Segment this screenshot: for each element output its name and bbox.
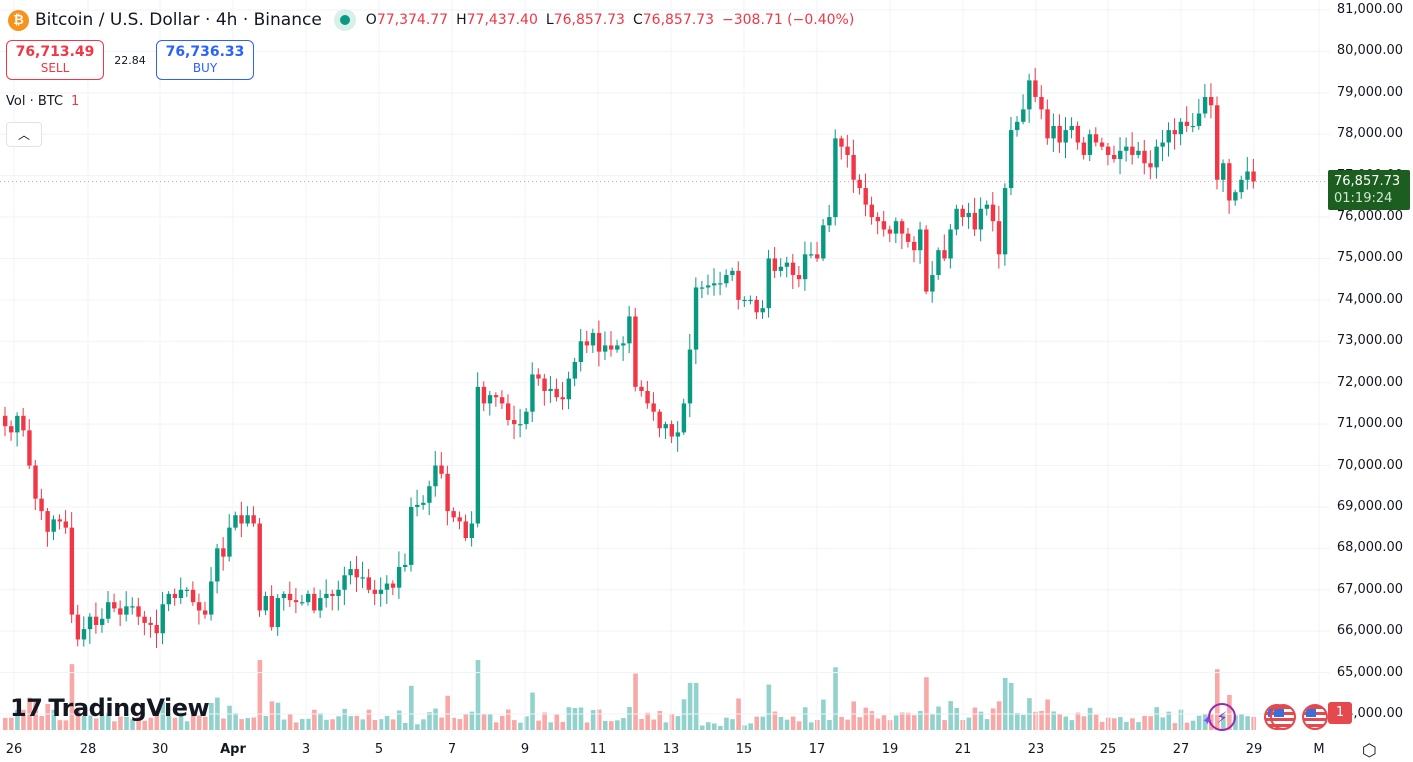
price-axis-label: 71,000.00 [1336,416,1403,432]
time-axis-label: 25 [1099,742,1117,757]
price-axis-label: 64,000.00 [1336,706,1403,721]
ohlc-values: O77,374.77 H77,437.40 L76,857.73 C76,857… [365,12,855,28]
buy-button[interactable]: 76,736.33 BUY [156,40,254,80]
price-axis-label: 70,000.00 [1336,457,1403,473]
price-axis-label: 68,000.00 [1336,540,1403,556]
price-axis-label: 78,000.00 [1336,126,1403,142]
time-axis-label: 23 [1027,742,1045,757]
time-axis-label: 5 [374,742,384,757]
time-axis-label: 29 [1245,742,1263,757]
gear-hexagon-icon[interactable]: ⬡ [1362,741,1377,761]
time-axis-label: 30 [151,742,169,757]
high-value: 77,437.40 [466,12,538,28]
time-axis-label: M [1313,742,1325,757]
symbol-title[interactable]: Bitcoin / U.S. Dollar · 4h · Binance [35,10,322,30]
us-event-flag-icon[interactable] [1302,704,1328,730]
market-status-icon[interactable] [333,9,356,31]
event-count-badge[interactable]: 1 [1328,702,1352,724]
time-axis-label: 9 [520,742,530,757]
time-axis-label: Apr [220,742,246,757]
bitcoin-icon: ₿ [8,9,29,31]
low-value: 76,857.73 [553,12,625,28]
time-axis-label: 28 [79,742,97,757]
time-axis-label: 17 [808,742,826,757]
price-axis-label: 74,000.00 [1336,291,1403,307]
price-axis-label: 80,000.00 [1336,43,1403,59]
time-axis-label: 7 [447,742,457,757]
price-axis-label: 66,000.00 [1336,623,1403,639]
time-axis-label: 19 [881,742,899,757]
time-axis-label: 21 [954,742,972,757]
close-value: 76,857.73 [642,12,715,28]
price-axis-label: 69,000.00 [1336,498,1403,514]
trade-panel: 76,713.49 SELL 22.84 76,736.33 BUY [6,40,254,80]
symbol-legend: ₿ Bitcoin / U.S. Dollar · 4h · Binance O… [8,9,854,31]
spread-value: 22.84 [114,53,146,67]
price-axis-label: 73,000.00 [1336,333,1403,349]
time-axis-label: 13 [662,742,680,757]
sell-button[interactable]: 76,713.49 SELL [6,40,104,80]
sparkle-icon: ✦ [1202,714,1213,729]
price-axis-label: 75,000.00 [1336,250,1403,266]
lightning-event-icon[interactable]: ⚡ [1208,703,1236,731]
price-axis-label: 76,000.00 [1336,209,1403,225]
chevron-up-icon: ︿ [17,128,30,142]
current-price-tag: 76,857.73 01:19:24 [1328,170,1410,210]
time-axis-label: 15 [735,742,753,757]
time-axis-label: 3 [301,742,311,757]
price-axis-label: 81,000.00 [1336,2,1403,17]
price-axis-label: 67,000.00 [1336,581,1403,597]
time-axis-label: 26 [5,742,23,757]
us-event-flag-icon[interactable] [1270,704,1296,730]
tradingview-mark-icon: 17 [10,694,43,722]
volume-legend[interactable]: Vol · BTC 1 [6,94,80,109]
change-value: −308.71 (−0.40%) [722,12,855,28]
time-axis-label: 27 [1172,742,1190,757]
collapse-legend-button[interactable]: ︿ [6,122,42,147]
price-axis-label: 79,000.00 [1336,84,1403,100]
time-axis-label: 11 [589,742,607,757]
price-axis-label: 72,000.00 [1336,374,1403,390]
open-value: 77,374.77 [376,12,449,28]
tradingview-logo[interactable]: 17 TradingView [10,694,210,722]
price-axis-label: 65,000.00 [1336,664,1403,680]
bar-countdown: 01:19:24 [1334,191,1393,206]
